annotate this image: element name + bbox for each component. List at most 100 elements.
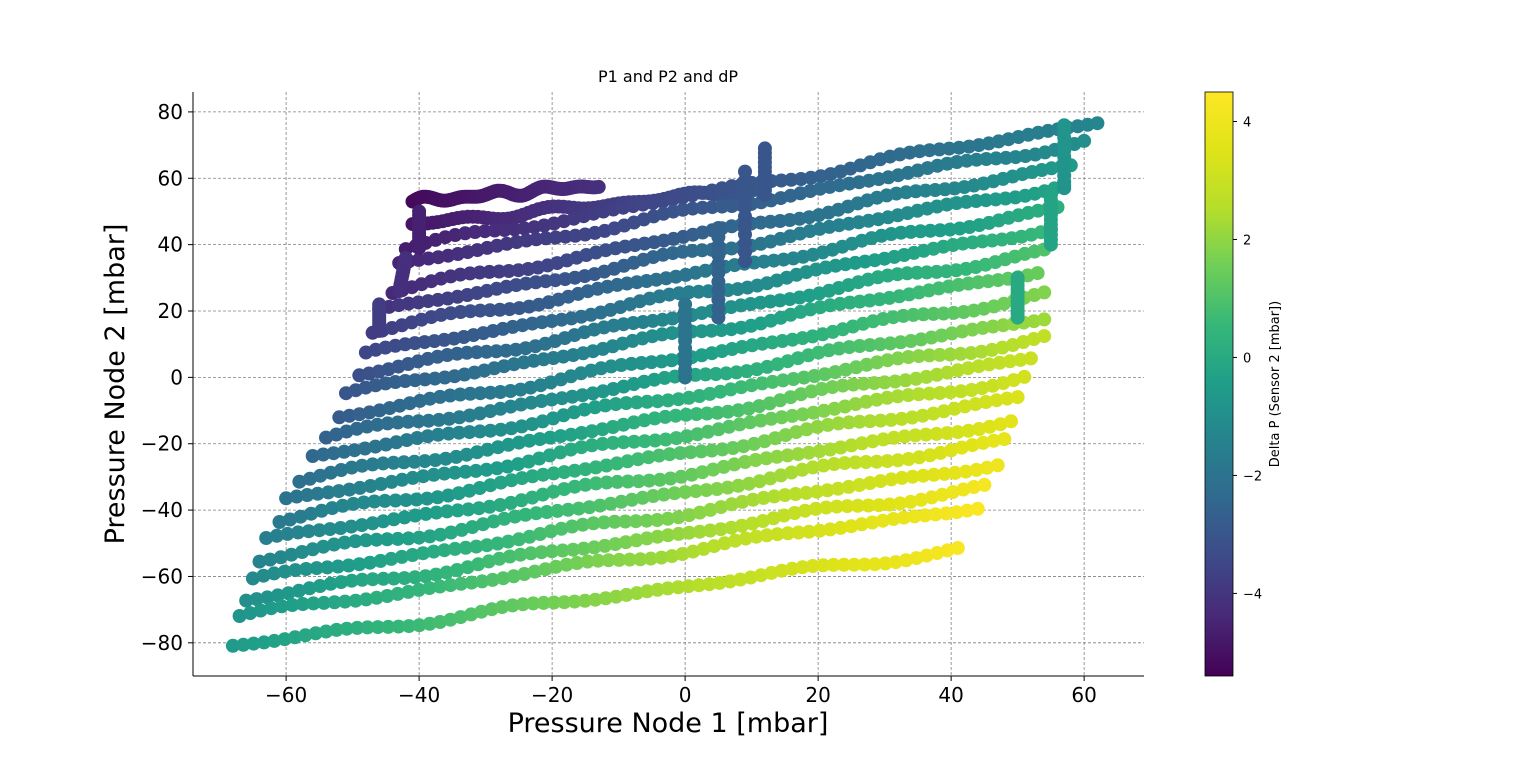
scatter-point — [667, 486, 682, 501]
y-tick-label: −60 — [141, 564, 183, 588]
scatter-point — [384, 474, 399, 489]
scatter-point — [390, 415, 405, 430]
scatter-point — [688, 484, 703, 499]
scatter-point — [795, 560, 810, 575]
scatter-point — [524, 395, 539, 410]
scatter-point — [316, 539, 331, 554]
scatter-point — [732, 417, 747, 432]
scatter-point — [395, 472, 410, 487]
scatter-point — [342, 482, 357, 497]
scatter-point — [408, 508, 423, 523]
scatter-point — [886, 430, 901, 445]
scatter-point — [979, 395, 993, 409]
scatter-point — [703, 502, 718, 517]
scatter-point — [901, 350, 916, 364]
scatter-point — [264, 601, 279, 616]
scatter-point — [944, 443, 959, 458]
scatter-point — [644, 355, 659, 370]
scatter-point — [500, 459, 515, 474]
scatter-point — [965, 322, 980, 337]
scatter-point — [763, 471, 778, 486]
scatter-point — [786, 372, 801, 386]
scatter-point — [574, 440, 589, 455]
scatter-point — [501, 534, 516, 549]
scatter-point — [692, 505, 707, 520]
scatter-point — [588, 460, 603, 475]
x-tick-label: −20 — [531, 683, 573, 707]
scatter-point — [428, 453, 443, 468]
scatter-point — [619, 587, 634, 602]
scatter-point — [464, 575, 479, 590]
scatter-point — [587, 400, 602, 415]
scatter-point — [652, 448, 667, 463]
scatter-point — [863, 476, 877, 490]
scatter-point — [525, 469, 540, 484]
scatter-point — [523, 546, 538, 561]
scatter-point — [437, 543, 452, 558]
scatter-point — [525, 490, 540, 505]
scatter-point — [626, 415, 641, 430]
scatter-point — [862, 338, 877, 353]
scatter-point — [472, 481, 487, 495]
scatter-point — [607, 514, 622, 529]
scatter-point — [932, 347, 947, 362]
scatter-point — [689, 407, 704, 422]
scatter-point — [386, 455, 401, 470]
scatter-point — [700, 406, 714, 421]
scatter-point — [608, 397, 623, 412]
scatter-point — [369, 532, 384, 547]
scatter-point — [869, 454, 884, 469]
scatter-point — [810, 419, 825, 434]
scatter-point — [465, 520, 480, 535]
scatter-point — [765, 374, 780, 389]
scatter-point — [946, 305, 961, 320]
scatter-point — [708, 367, 723, 381]
scatter-point — [639, 531, 654, 546]
scatter-point — [916, 307, 931, 322]
scatter-point — [922, 448, 937, 463]
scatter-point — [1077, 133, 1092, 148]
scatter-point — [842, 340, 857, 355]
scatter-point — [700, 424, 715, 439]
scatter-point — [539, 505, 554, 519]
y-axis-label: Pressure Node 2 [mbar] — [100, 224, 131, 545]
scatter-point — [658, 409, 673, 424]
scatter-point — [559, 557, 574, 572]
scatter-point — [589, 476, 603, 491]
scatter-point — [305, 542, 320, 557]
scatter-point — [272, 515, 287, 529]
scatter-point — [606, 435, 620, 450]
scatter-point — [532, 451, 547, 466]
scatter-point — [976, 435, 991, 450]
scatter-point — [232, 609, 247, 623]
scatter-point — [745, 516, 760, 531]
scatter-point — [629, 533, 644, 548]
scatter-point — [599, 458, 614, 473]
scatter-point — [695, 465, 710, 480]
scatter-point — [756, 490, 771, 505]
scatter-point — [511, 435, 526, 450]
scatter-point — [412, 618, 427, 633]
scatter-point — [774, 410, 789, 425]
y-tick-label: 80 — [158, 100, 183, 124]
scatter-point — [707, 539, 722, 554]
scatter-point — [784, 465, 799, 480]
scatter-point — [444, 525, 458, 540]
scatter-point — [269, 528, 284, 543]
scatter-point — [631, 452, 645, 467]
scatter-point — [961, 423, 976, 438]
scatter-point — [773, 468, 788, 483]
scatter-point — [543, 430, 558, 445]
scatter-point — [652, 472, 667, 487]
scatter-point — [616, 435, 631, 450]
scatter-point — [505, 598, 520, 613]
scatter-point — [381, 619, 396, 634]
scatter-point — [483, 303, 497, 318]
scatter-point — [277, 564, 292, 579]
scatter-point — [397, 571, 412, 586]
scatter-point — [422, 581, 437, 596]
scatter-point — [595, 422, 610, 437]
scatter-point — [711, 221, 726, 235]
scatter-point — [654, 550, 669, 565]
scatter-point — [926, 306, 941, 321]
